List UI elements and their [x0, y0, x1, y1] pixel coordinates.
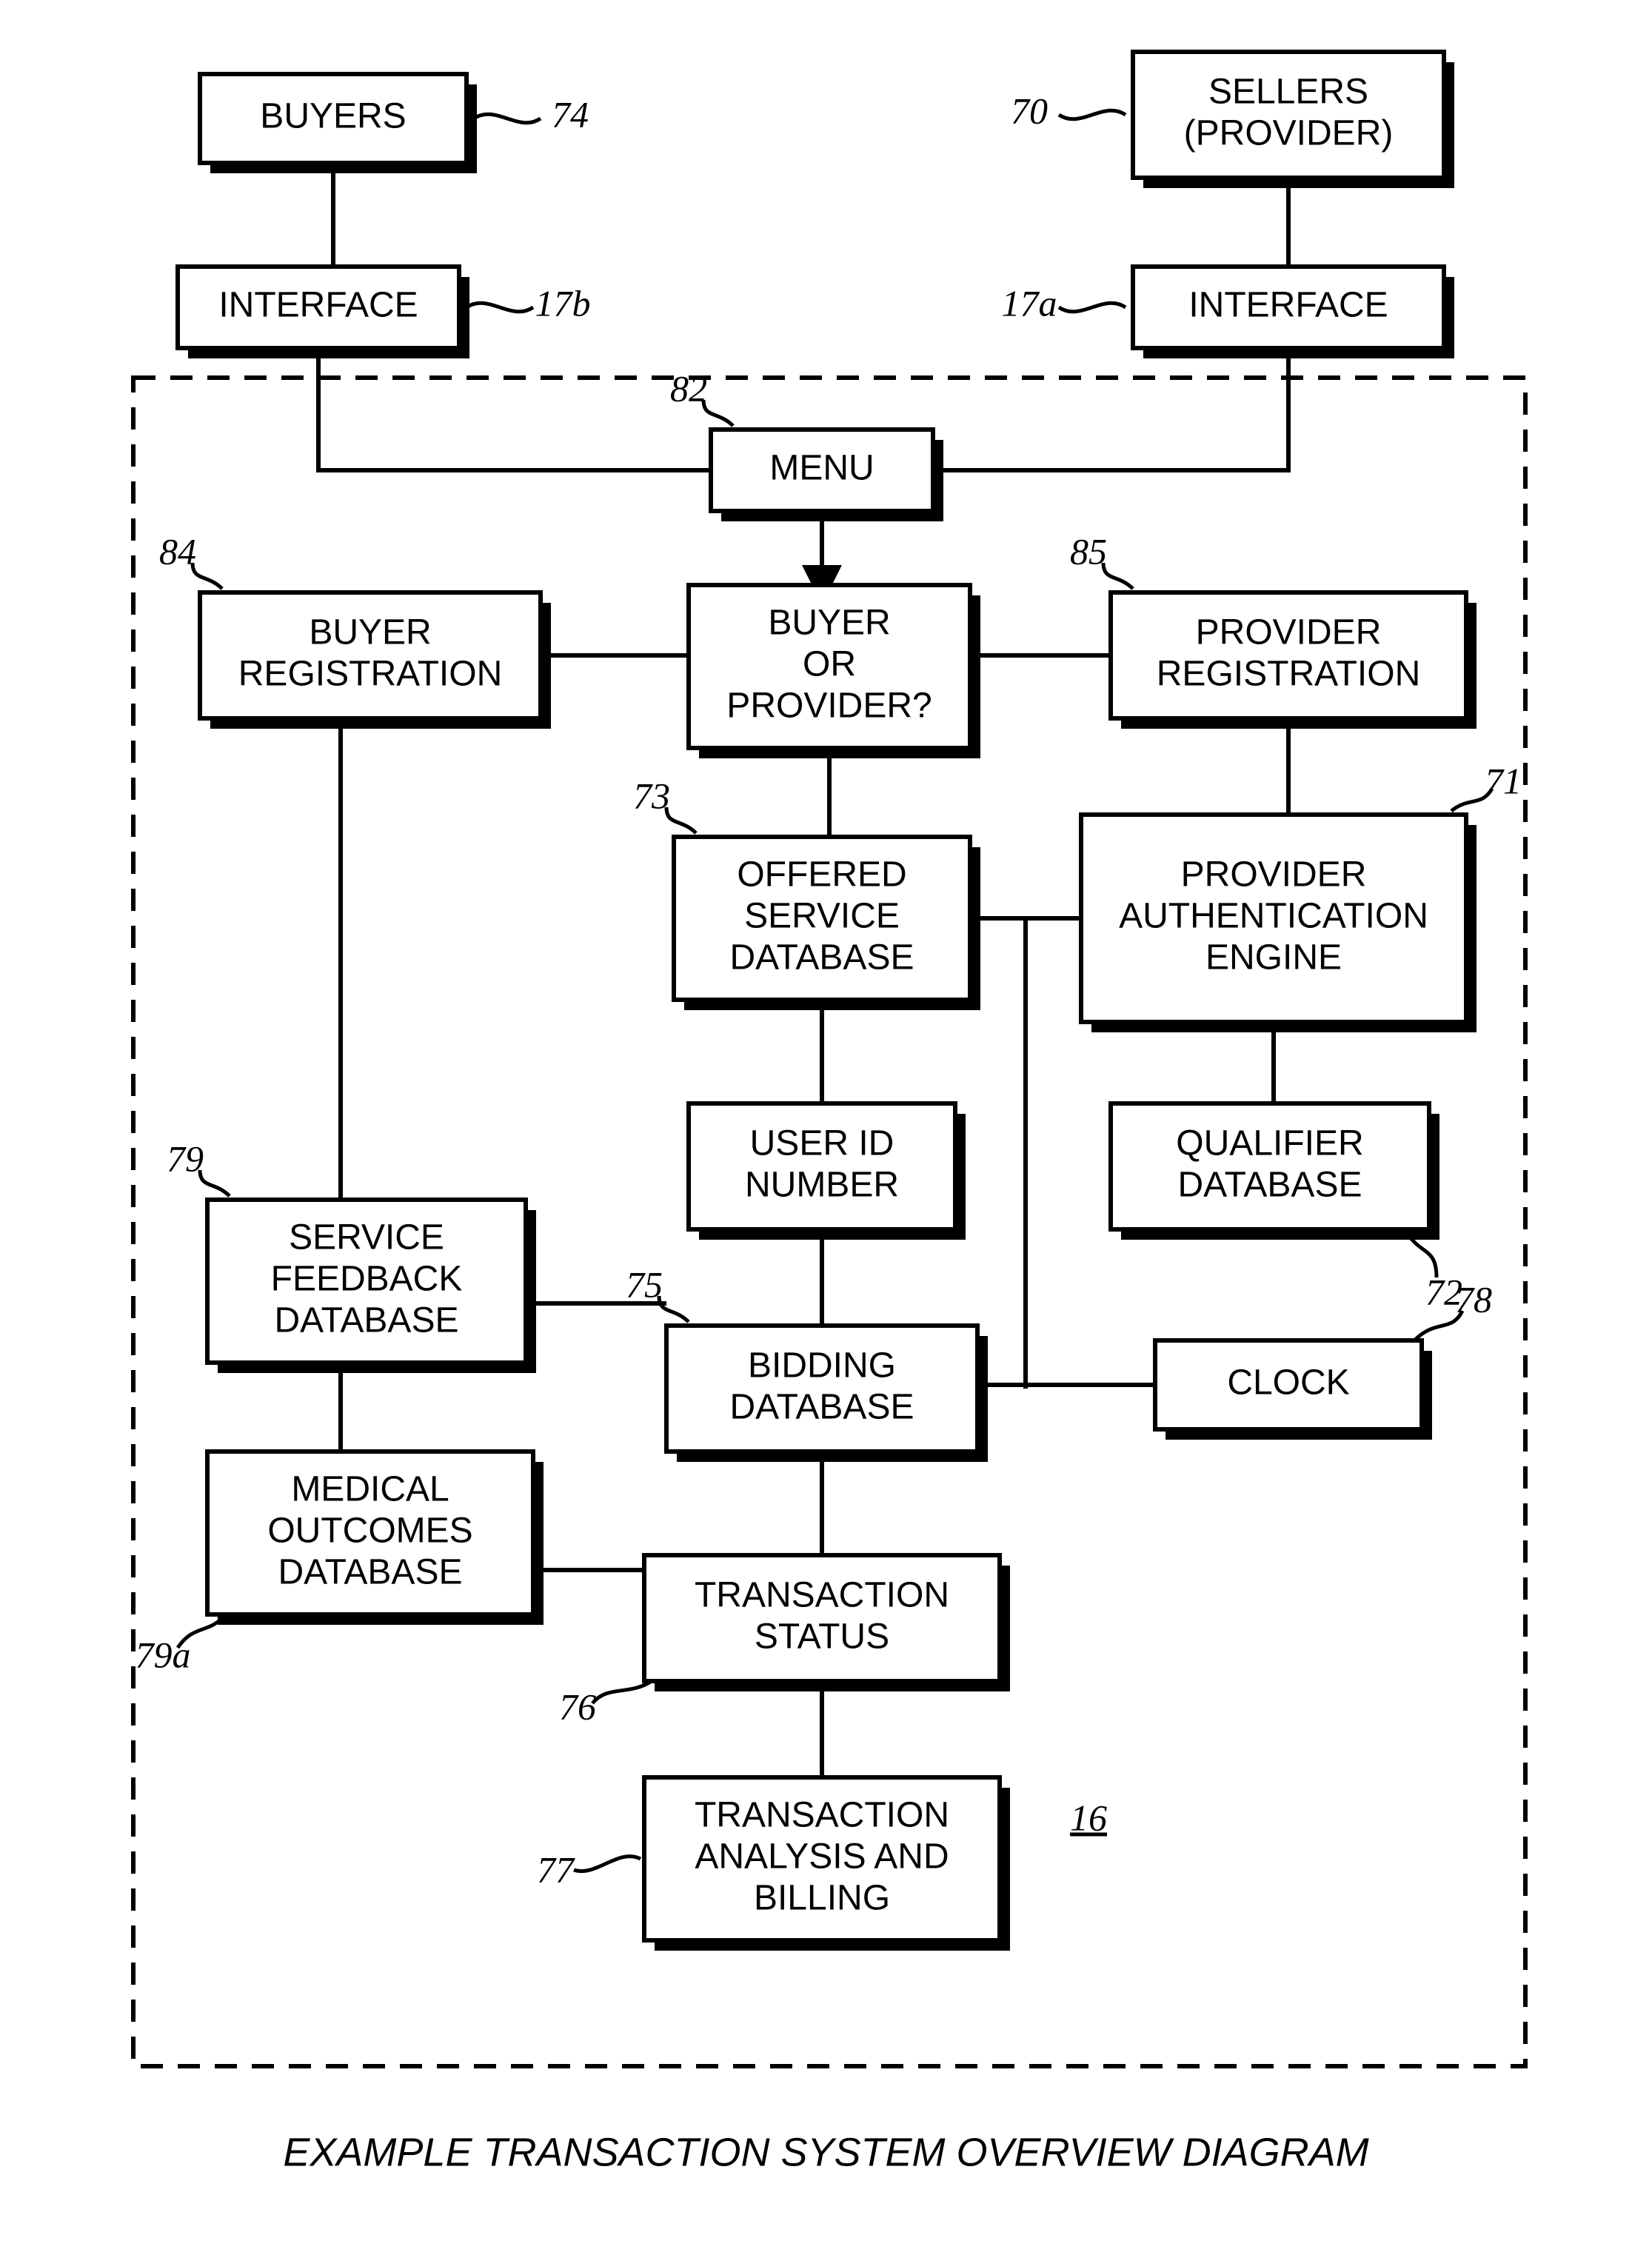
txn_billing-label: BILLING — [754, 1879, 890, 1918]
clock-ref: 78 — [1455, 1278, 1492, 1320]
interface_s-ref: 17a — [1002, 282, 1057, 324]
bidding_db-ref-leader — [659, 1296, 689, 1322]
txn_status-label: TRANSACTION — [695, 1576, 949, 1615]
bidding_db-ref: 75 — [626, 1263, 663, 1305]
system-boundary-ref: 16 — [1070, 1797, 1107, 1838]
provider_auth-label: AUTHENTICATION — [1119, 897, 1428, 936]
txn_billing-ref: 77 — [537, 1848, 575, 1890]
txn_status-ref: 76 — [559, 1686, 596, 1727]
diagram-canvas: BUYERS INTERFACE SELLERS(PROVIDER) INTERFAC… — [0, 0, 1652, 2258]
bidding_db-label: BIDDING — [748, 1346, 896, 1386]
offered_db-label: SERVICE — [744, 897, 900, 936]
interface_s-ref-leader — [1059, 303, 1126, 312]
menu-label: MENU — [769, 449, 874, 488]
provider_reg-ref-leader — [1103, 563, 1133, 589]
buyers-ref: 74 — [552, 93, 589, 135]
boxes-layer: BUYERS INTERFACE SELLERS(PROVIDER) INTERFAC… — [178, 52, 1477, 1951]
buyer_reg-label: REGISTRATION — [238, 655, 502, 694]
provider_auth-label: ENGINE — [1205, 938, 1342, 978]
edge — [933, 348, 1288, 470]
medical_db-label: MEDICAL — [291, 1470, 449, 1509]
interface_b-ref-leader — [466, 303, 533, 312]
buyer_reg-ref: 84 — [159, 530, 196, 572]
offered_db-label: OFFERED — [737, 855, 906, 895]
sellers-label: (PROVIDER) — [1184, 114, 1394, 153]
sellers-ref-leader — [1059, 110, 1126, 119]
offered_db-ref: 73 — [633, 775, 670, 816]
clock-label: CLOCK — [1227, 1363, 1349, 1403]
bidding_db-label: DATABASE — [730, 1388, 914, 1427]
txn_billing-label: TRANSACTION — [695, 1796, 949, 1835]
medical_db-label: DATABASE — [278, 1553, 463, 1592]
buyers-ref-leader — [474, 114, 541, 123]
provider_reg-ref: 85 — [1070, 530, 1107, 572]
provider_reg-label: REGISTRATION — [1157, 655, 1420, 694]
txn_billing-ref-leader — [574, 1857, 641, 1871]
service_fb-label: SERVICE — [289, 1218, 444, 1257]
buyer_reg-ref-leader — [193, 563, 222, 589]
provider_auth-ref: 71 — [1485, 760, 1522, 801]
service_fb-ref: 79 — [167, 1138, 204, 1179]
diagram-title: EXAMPLE TRANSACTION SYSTEM OVERVIEW DIAG… — [283, 2130, 1368, 2174]
menu-ref: 82 — [670, 367, 707, 409]
service_fb-label: DATABASE — [275, 1301, 459, 1340]
qualifier_db-label: DATABASE — [1178, 1166, 1362, 1205]
offered_db-ref-leader — [666, 807, 696, 833]
medical_db-ref: 79a — [136, 1634, 191, 1675]
interface_b-ref: 17b — [535, 282, 591, 324]
user_id-label: USER ID — [750, 1124, 894, 1163]
buyers-label: BUYERS — [260, 97, 406, 136]
qualifier_db-label: QUALIFIER — [1176, 1124, 1363, 1163]
offered_db-label: DATABASE — [730, 938, 914, 978]
txn_status-ref-leader — [592, 1681, 652, 1703]
txn_status-label: STATUS — [755, 1617, 889, 1657]
provider_reg-label: PROVIDER — [1196, 613, 1382, 652]
interface_b-label: INTERFACE — [218, 286, 418, 325]
medical_db-label: OUTCOMES — [267, 1512, 472, 1551]
sellers-label: SELLERS — [1208, 73, 1368, 112]
service_fb-label: FEEDBACK — [271, 1260, 463, 1299]
txn_billing-label: ANALYSIS AND — [695, 1837, 949, 1877]
sellers-ref: 70 — [1011, 90, 1048, 131]
buyer_or_provider-label: PROVIDER? — [726, 687, 932, 726]
user_id-label: NUMBER — [745, 1166, 899, 1205]
interface_s-label: INTERFACE — [1188, 286, 1388, 325]
provider_auth-label: PROVIDER — [1181, 855, 1367, 895]
menu-ref-leader — [703, 400, 733, 426]
service_fb-ref-leader — [200, 1170, 230, 1196]
buyer_or_provider-label: BUYER — [768, 604, 890, 643]
buyer_or_provider-label: OR — [803, 645, 856, 684]
edge — [318, 348, 711, 470]
buyer_reg-label: BUYER — [309, 613, 431, 652]
